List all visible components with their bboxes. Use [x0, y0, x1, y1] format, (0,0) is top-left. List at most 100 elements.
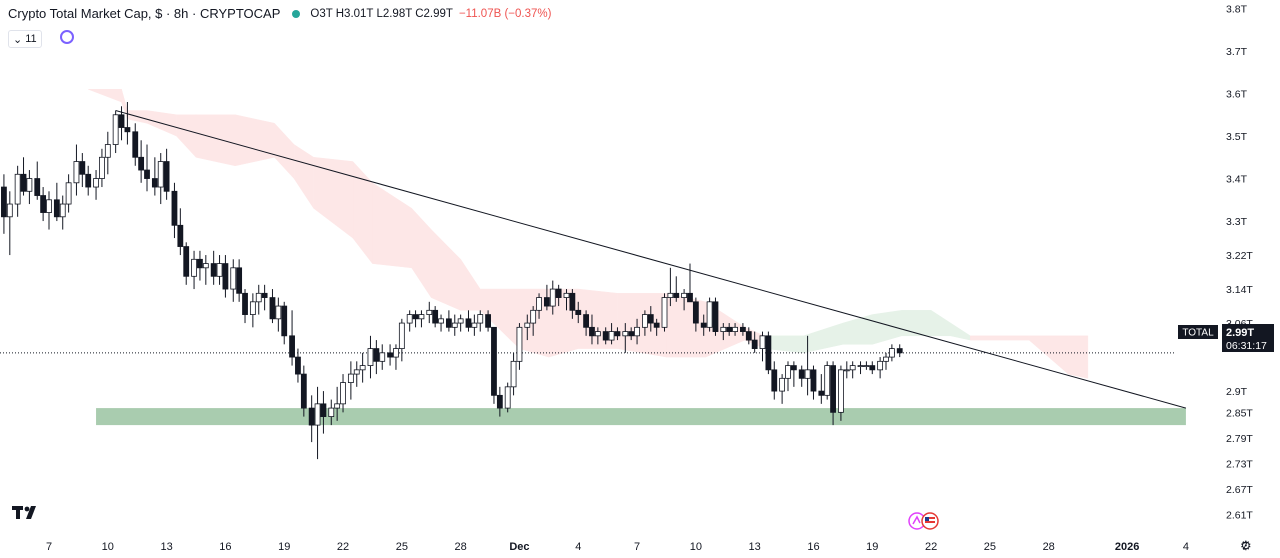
candle-body — [818, 390, 825, 396]
y-tick-label: 3.7T — [1226, 46, 1248, 58]
candle-body — [732, 326, 738, 332]
candle — [810, 365, 817, 400]
candlesticks — [1, 102, 903, 460]
cloud-segment — [274, 122, 295, 180]
candle-body — [810, 369, 817, 392]
candle-body — [843, 369, 850, 372]
candle — [308, 395, 315, 443]
candle-body — [726, 326, 733, 332]
candle-body — [210, 263, 217, 277]
candle — [118, 106, 125, 141]
candle-body — [387, 352, 393, 358]
gear-icon[interactable]: ⚙ — [1240, 538, 1252, 553]
chart-legend: Crypto Total Market Cap, $ · 8h · CRYPTO… — [8, 6, 551, 21]
candle-body — [249, 301, 256, 315]
candle-body — [504, 386, 511, 409]
candle — [46, 191, 52, 230]
tradingview-logo-icon[interactable] — [12, 506, 42, 525]
candle — [628, 327, 635, 341]
cloud-segment — [970, 335, 1030, 341]
candle-body — [59, 203, 66, 218]
price-axis[interactable]: 3.8T3.7T3.6T3.5T3.4T3.3T3.22T3.14T3.06T2… — [1226, 4, 1253, 522]
candle — [197, 250, 203, 281]
candle — [93, 170, 99, 200]
candle-body — [347, 373, 354, 383]
candle-body — [706, 301, 713, 328]
candle — [516, 323, 523, 370]
candle-body — [432, 309, 439, 324]
candle — [289, 310, 295, 366]
descending-trendline[interactable] — [115, 110, 1187, 409]
candle-body — [485, 314, 491, 328]
candle — [216, 255, 223, 285]
candle — [255, 284, 262, 315]
y-tick-label: 2.9T — [1226, 386, 1248, 398]
candle-body — [771, 369, 778, 392]
cloud-segment — [411, 207, 432, 299]
candle — [151, 157, 158, 196]
candle — [171, 182, 178, 239]
candle-body — [804, 369, 811, 379]
candle — [85, 165, 92, 196]
candle-body — [543, 297, 550, 307]
x-tick-label: 4 — [1183, 541, 1189, 553]
candle — [634, 318, 640, 345]
flag-event-icon[interactable] — [908, 511, 942, 534]
candle-body — [457, 318, 464, 324]
candle-body — [700, 322, 707, 328]
candle-body — [575, 309, 582, 315]
candle-body — [653, 322, 660, 328]
y-tick-label: 3.4T — [1226, 174, 1248, 186]
candle-body — [171, 190, 178, 226]
time-axis[interactable]: 7 10 13 16 19 22 25 28 Dec 4 7 10 13 16 19 22 25 28 2026 4 7 — [46, 541, 1248, 553]
candle — [281, 301, 288, 345]
candle — [720, 323, 727, 341]
candle — [457, 314, 464, 332]
candle — [589, 314, 595, 345]
candle-body — [642, 314, 648, 328]
ohlc-values: O3T H3.01T L2.98T C2.99T — [310, 7, 453, 20]
candle-body — [281, 305, 288, 337]
market-status-icon — [292, 9, 301, 18]
cloud-segment — [930, 309, 951, 337]
candle — [485, 310, 491, 332]
current-price-box: TOTAL 2.99T 06:31:17 — [1178, 324, 1274, 352]
candle — [888, 344, 895, 362]
candle-body — [496, 394, 503, 409]
candle — [745, 327, 752, 345]
candle — [393, 344, 399, 370]
candle — [144, 144, 150, 192]
y-tick-label: 3.22T — [1226, 250, 1253, 262]
candle-body — [602, 331, 609, 341]
candle-body — [398, 322, 405, 349]
candle — [740, 323, 746, 336]
candle — [40, 187, 47, 222]
candle-body — [65, 182, 72, 205]
candle — [555, 284, 562, 307]
candle-body — [673, 292, 680, 298]
candle — [504, 382, 511, 413]
symbol-title[interactable]: Crypto Total Market Cap, $ · 8h · CRYPTO… — [8, 6, 281, 21]
candle-body — [628, 331, 635, 337]
y-tick-label: 3.8T — [1226, 4, 1248, 16]
candle-body — [549, 288, 556, 307]
candle — [667, 267, 674, 307]
candle-body — [661, 297, 668, 328]
indicators-toggle[interactable]: ⌄ 11 — [8, 30, 42, 48]
candle — [124, 102, 131, 145]
candle-body — [73, 161, 80, 184]
candle-body — [857, 365, 864, 367]
candle-body — [163, 161, 170, 192]
candle — [491, 326, 497, 404]
price-box-price: 2.99T — [1226, 327, 1254, 339]
candle — [569, 289, 576, 319]
y-tick-label: 3.5T — [1226, 131, 1248, 143]
sync-circle-icon[interactable] — [60, 30, 74, 44]
candle-body — [740, 326, 746, 332]
candle — [673, 276, 680, 302]
x-tick-label: 19 — [278, 541, 290, 553]
candle — [594, 327, 601, 345]
candle — [804, 335, 811, 396]
candle-body — [144, 169, 150, 179]
